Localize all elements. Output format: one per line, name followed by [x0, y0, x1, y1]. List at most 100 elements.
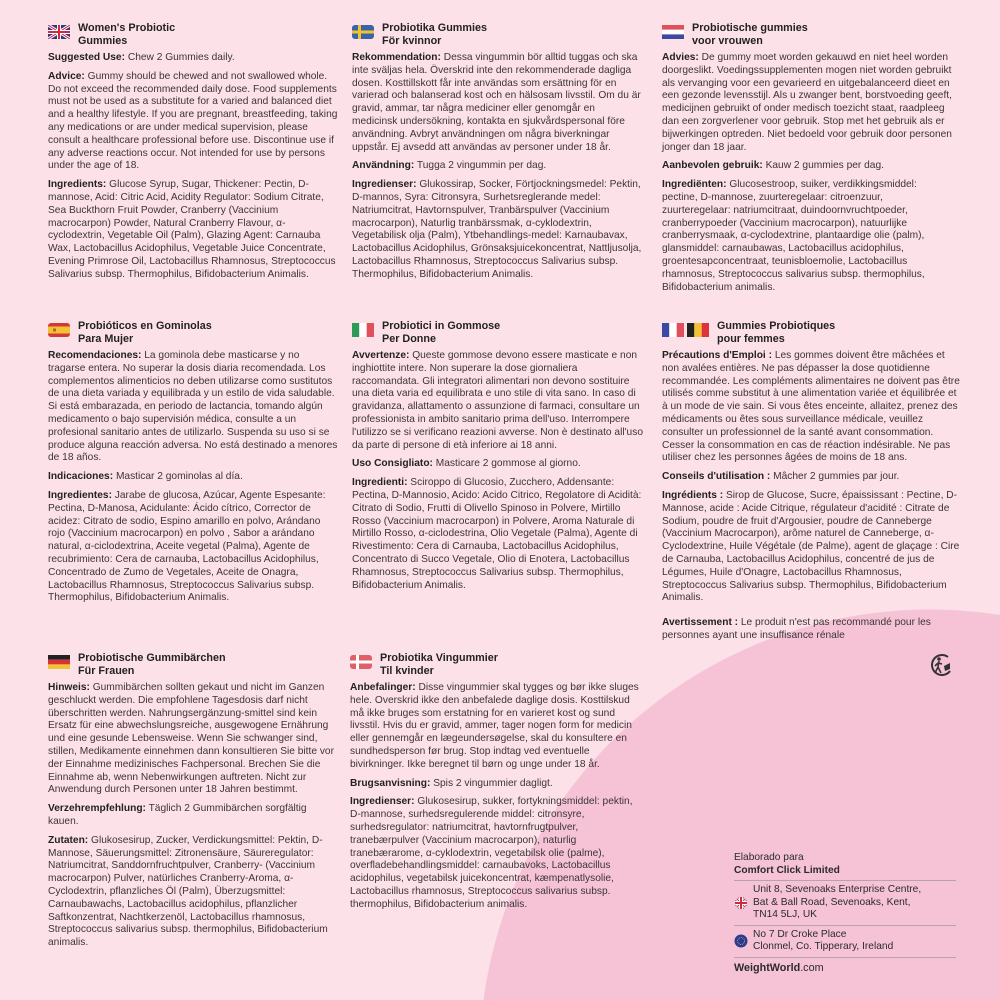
- section-de: Probiotische Gummibärchen Für Frauen Hinwe…: [48, 652, 338, 956]
- section-header: Probióticos en Gominolas Para Mujer: [48, 320, 338, 346]
- title-line: Til kvinder: [380, 665, 434, 677]
- paragraph-label: Ingredienser:: [352, 179, 417, 191]
- section-header: Probiotici in Gommose Per Donne: [352, 320, 644, 346]
- eu-flag-icon: [734, 934, 748, 948]
- paragraph: Ingredienser: Glukosesirup, sukker, fort…: [350, 796, 644, 911]
- paragraph-label: Précautions d'Emploi :: [662, 350, 772, 361]
- paragraph-text: Le produit n'est pas recommandé pour les…: [662, 617, 931, 641]
- eu-address-row: No 7 Dr Croke Place Clonmel, Co. Tippera…: [734, 924, 956, 957]
- eu-address-line: No 7 Dr Croke Place: [753, 928, 847, 940]
- section-da: Probiotika Vingummier Til kvinder Anbefali…: [350, 652, 644, 918]
- eu-address-line: Clonmel, Co. Tipperary, Ireland: [753, 941, 894, 952]
- paragraph-label: Uso Consigliato:: [352, 458, 433, 470]
- paragraph: Recomendaciones: La gominola debe mastic…: [48, 350, 338, 465]
- paragraph-label: Anbefalinger:: [350, 682, 416, 693]
- section-header: Probiotische gummies voor vrouwen: [662, 22, 954, 48]
- title-line: För kvinnor: [382, 35, 442, 47]
- paragraph: Hinweis: Gummibärchen sollten gekaut und…: [48, 682, 338, 797]
- paragraph-text: Chew 2 Gummies daily.: [125, 52, 235, 63]
- se-flag-icon: [352, 25, 374, 39]
- section-sv: Probiotika Gummies För kvinnor Rekommendat…: [352, 22, 642, 288]
- flags: [48, 25, 70, 39]
- paragraph-label: Ingrediënten:: [662, 179, 727, 191]
- paragraph: Ingredienti: Sciroppo di Glucosio, Zucch…: [352, 477, 644, 592]
- section-title: Probiotika Vingummier Til kvinder: [380, 652, 498, 678]
- section-header: Probiotika Vingummier Til kvinder: [350, 652, 644, 678]
- paragraph: Ingredientes: Jarabe de glucosa, Azúcar,…: [48, 490, 338, 605]
- paragraph-label: Advies:: [662, 52, 699, 63]
- paragraph-text: La gominola debe masticarse y no tragars…: [48, 350, 338, 464]
- paragraph-text: Glukosesirup, sukker, fortykningsmiddel:…: [350, 796, 633, 910]
- paragraph-text: Spis 2 vingummier dagligt.: [430, 777, 553, 789]
- title-line: Probiotika Vingummier: [380, 652, 498, 664]
- es-flag-icon: [48, 323, 70, 337]
- section-title: Probiotika Gummies För kvinnor: [382, 22, 487, 48]
- nl-flag-icon: [662, 25, 684, 39]
- paragraph-text: Täglich 2 Gummibärchen sorgfältig kauen.: [48, 803, 307, 827]
- section-nl: Probiotische gummies voor vrouwen Advies: …: [662, 22, 954, 300]
- paragraph-label: Advice:: [48, 70, 85, 82]
- title-line: Probiotici in Gommose: [382, 320, 501, 332]
- triman-recycling-icon: [931, 654, 951, 676]
- paragraph-text: Glukosesirup, Zucker, Verdickungsmittel:…: [48, 834, 328, 949]
- paragraph: Uso Consigliato: Masticare 2 gommose al …: [352, 458, 644, 471]
- dk-flag-icon: [350, 655, 372, 669]
- title-line: Para Mujer: [78, 333, 134, 345]
- paragraph: Anbefalinger: Disse vingummier skal tygg…: [350, 682, 644, 772]
- uk-address-line: Bat & Ball Road, Sevenoaks, Kent,: [753, 896, 911, 908]
- paragraph-text: Gummy should be chewed and not swallowed…: [48, 70, 338, 172]
- title-line: Gummies: [78, 35, 128, 47]
- section-header: Probiotika Gummies För kvinnor: [352, 22, 642, 48]
- paragraph-text: Disse vingummier skal tygges og bør ikke…: [350, 682, 639, 770]
- fr-flag-icon: [662, 323, 684, 337]
- paragraph-label: Recomendaciones:: [48, 350, 142, 361]
- paragraph-label: Suggested Use:: [48, 52, 125, 63]
- paragraph-label: Ingrédients :: [662, 489, 724, 501]
- paragraph-label: Ingredienti:: [352, 477, 408, 489]
- paragraph: Zutaten: Glukosesirup, Zucker, Verdickun…: [48, 835, 338, 950]
- be-flag-icon: [687, 323, 709, 337]
- paragraph: Brugsanvisning: Spis 2 vingummier daglig…: [350, 778, 644, 791]
- title-line: Probiotika Gummies: [382, 22, 487, 34]
- it-flag-icon: [352, 323, 374, 337]
- section-title: Probiotici in Gommose Per Donne: [382, 320, 500, 346]
- paragraph: Ingredients: Glucose Syrup, Sugar, Thick…: [48, 179, 338, 281]
- section-title: Gummies Probiotiques pour femmes: [717, 320, 835, 346]
- paragraph: Rekommendation: Dessa vingummin bör allt…: [352, 52, 642, 154]
- manufacturer-info: Elaborado para Comfort Click Limited Uni…: [734, 852, 956, 974]
- section-es: Probióticos en Gominolas Para Mujer Recome…: [48, 320, 338, 611]
- paragraph-text: Glucosestroop, suiker, verdikkingsmiddel…: [662, 179, 925, 293]
- paragraph-text: Jarabe de glucosa, Azúcar, Agente Espesa…: [48, 489, 326, 604]
- title-line: voor vrouwen: [692, 35, 763, 47]
- paragraph-text: Les gommes doivent être mâchées et non a…: [662, 350, 960, 464]
- paragraph: Indicaciones: Masticar 2 gominolas al dí…: [48, 471, 338, 484]
- title-line: pour femmes: [717, 333, 785, 345]
- paragraph: Conseils d'utilisation : Mâcher 2 gummie…: [662, 471, 960, 484]
- paragraph: Ingredienser: Glukossirap, Socker, Förtj…: [352, 179, 642, 281]
- paragraph-label: Brugsanvisning:: [350, 777, 431, 789]
- paragraph: Ingrediënten: Glucosestroop, suiker, ver…: [662, 179, 954, 294]
- title-line: Women's Probiotic: [78, 22, 176, 34]
- paragraph-text: Sirop de Glucose, Sucre, épaississant : …: [662, 489, 960, 604]
- paragraph: Användning: Tugga 2 vingummin per dag.: [352, 160, 642, 173]
- paragraph-text: Sciroppo di Glucosio, Zucchero, Addensan…: [352, 477, 642, 591]
- uk-address-line: Unit 8, Sevenoaks Enterprise Centre,: [753, 884, 922, 895]
- paragraph-label: Ingredientes:: [48, 489, 112, 501]
- section-fr: Gummies Probiotiques pour femmes Précautio…: [662, 320, 960, 649]
- uk-address-row: Unit 8, Sevenoaks Enterprise Centre, Bat…: [734, 880, 956, 925]
- section-en: Women's Probiotic Gummies Suggested Use: C…: [48, 22, 338, 288]
- flags: [662, 323, 709, 337]
- paragraph-text: Glucose Syrup, Sugar, Thickener: Pectin,…: [48, 179, 336, 280]
- title-line: Probióticos en Gominolas: [78, 320, 212, 332]
- flags: [48, 655, 70, 669]
- uk-flag-icon: [48, 25, 70, 39]
- flags: [352, 323, 374, 337]
- uk-address-line: TN14 5LJ, UK: [753, 909, 817, 920]
- paragraph-label: Indicaciones:: [48, 471, 114, 483]
- flags: [662, 25, 684, 39]
- paragraph-label: Verzehrempfehlung:: [48, 803, 146, 815]
- title-line: Probiotische gummies: [692, 22, 808, 34]
- paragraph-text: Tugga 2 vingummin per dag.: [414, 160, 547, 172]
- company-name: Comfort Click Limited: [734, 864, 840, 876]
